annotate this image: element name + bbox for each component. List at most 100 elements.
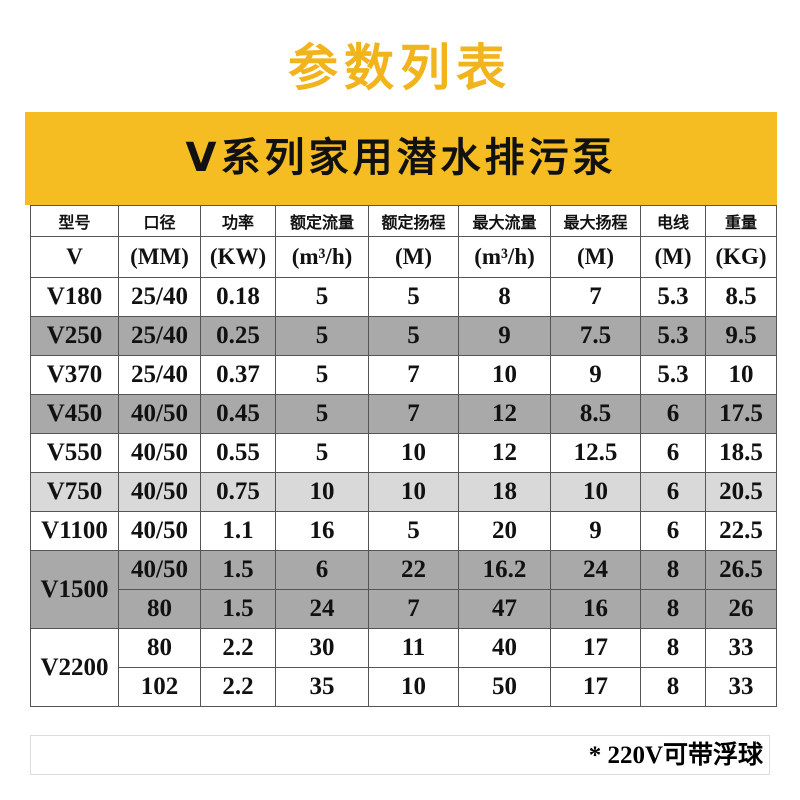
data-cell: 18 — [458, 472, 551, 512]
data-row: 102 2.2 35 10 50 17 8 33 — [31, 667, 777, 707]
data-cell: 5 — [275, 316, 369, 356]
data-cell: 5 — [275, 277, 369, 317]
data-row: V180 25/40 0.18 5 5 8 7 5.3 8.5 — [30, 277, 777, 317]
data-cell: 8 — [640, 589, 706, 629]
data-cell: 9.5 — [705, 316, 777, 356]
banner: V系列家用潜水排污泵 — [25, 112, 777, 205]
data-cell: 0.45 — [200, 394, 276, 434]
data-row: 80 1.5 24 7 47 16 8 26 — [31, 589, 777, 629]
data-cell: 8.5 — [705, 277, 777, 317]
data-cell: 0.37 — [200, 355, 276, 395]
data-cell: 33 — [705, 667, 777, 707]
data-cell: 9 — [550, 511, 641, 551]
unit-cell: (KW) — [200, 236, 276, 278]
data-row: V450 40/50 0.45 5 7 12 8.5 6 17.5 — [30, 394, 777, 434]
footnote: * 220V可带浮球 — [30, 735, 770, 775]
data-cell: 8.5 — [550, 394, 641, 434]
data-cell: 35 — [275, 667, 369, 707]
data-cell: 25/40 — [118, 355, 201, 395]
data-cell: 40/50 — [118, 550, 201, 590]
model-cell: V250 — [30, 316, 119, 356]
spec-table: 型号 口径 功率 额定流量 额定扬程 最大流量 最大扬程 电线 重量 V (MM) (KW) (m³/h… — [30, 205, 777, 707]
data-row: V2200 80 2.2 30 11 40 17 8 33 — [30, 628, 777, 707]
data-cell: 6 — [640, 511, 706, 551]
data-cell: 20.5 — [705, 472, 777, 512]
data-cell: 17 — [550, 667, 641, 707]
data-cell: 10 — [458, 355, 551, 395]
model-cell: V1100 — [30, 511, 119, 551]
data-cell: 22.5 — [705, 511, 777, 551]
data-cell: 40/50 — [118, 433, 201, 473]
header-cell: 口径 — [118, 205, 201, 237]
unit-cell: (M) — [640, 236, 706, 278]
data-cell: 40/50 — [118, 472, 201, 512]
data-cell: 8 — [640, 550, 706, 590]
data-cell: 7 — [368, 355, 459, 395]
data-cell: 17.5 — [705, 394, 777, 434]
data-cell: 40 — [458, 628, 551, 668]
data-cell: 0.25 — [200, 316, 276, 356]
data-row: V550 40/50 0.55 5 10 12 12.5 6 18.5 — [30, 433, 777, 473]
data-cell: 5 — [368, 511, 459, 551]
data-cell: 24 — [550, 550, 641, 590]
data-row: V370 25/40 0.37 5 7 10 9 5.3 10 — [30, 355, 777, 395]
data-cell: 11 — [368, 628, 459, 668]
data-row: V750 40/50 0.75 10 10 18 10 6 20.5 — [30, 472, 777, 512]
model-cell: V370 — [30, 355, 119, 395]
data-cell: 22 — [368, 550, 459, 590]
data-cell: 12 — [458, 394, 551, 434]
unit-cell: (m³/h) — [458, 236, 551, 278]
data-cell: 16.2 — [458, 550, 551, 590]
header-cell: 最大扬程 — [550, 205, 641, 237]
data-cell: 7 — [550, 277, 641, 317]
data-cell: 8 — [640, 628, 706, 668]
model-cell: V550 — [30, 433, 119, 473]
data-cell: 8 — [458, 277, 551, 317]
data-cell: 1.5 — [200, 589, 276, 629]
data-cell: 16 — [275, 511, 369, 551]
data-cell: 10 — [275, 472, 369, 512]
data-cell: 0.55 — [200, 433, 276, 473]
data-cell: 9 — [458, 316, 551, 356]
data-cell: 5 — [275, 433, 369, 473]
unit-cell: (M) — [368, 236, 459, 278]
data-cell: 6 — [640, 394, 706, 434]
data-cell: 6 — [640, 433, 706, 473]
header-cell: 额定扬程 — [368, 205, 459, 237]
data-cell: 5 — [275, 355, 369, 395]
model-cell: V1500 — [30, 550, 119, 629]
data-cell: 1.1 — [200, 511, 276, 551]
data-cell: 40/50 — [118, 394, 201, 434]
data-cell: 24 — [275, 589, 369, 629]
data-cell: 47 — [458, 589, 551, 629]
data-cell: 26 — [705, 589, 777, 629]
data-cell: 10 — [368, 433, 459, 473]
data-row: V1500 40/50 1.5 6 22 16.2 24 8 26.5 — [30, 550, 777, 629]
data-cell: 9 — [550, 355, 641, 395]
data-cell: 7 — [368, 394, 459, 434]
data-cell: 5 — [368, 316, 459, 356]
data-cell: 8 — [640, 667, 706, 707]
data-cell: 2.2 — [200, 667, 276, 707]
data-cell: 0.18 — [200, 277, 276, 317]
model-cell: V450 — [30, 394, 119, 434]
data-cell: 7 — [368, 589, 459, 629]
data-cell: 10 — [550, 472, 641, 512]
data-cell: 12 — [458, 433, 551, 473]
data-cell: 5 — [275, 394, 369, 434]
data-cell: 26.5 — [705, 550, 777, 590]
data-cell: 16 — [550, 589, 641, 629]
header-cell: 功率 — [200, 205, 276, 237]
model-cell: V750 — [30, 472, 119, 512]
data-cell: 6 — [640, 472, 706, 512]
data-cell: 40/50 — [118, 511, 201, 551]
data-cell: 1.5 — [200, 550, 276, 590]
data-cell: 30 — [275, 628, 369, 668]
model-cell: V2200 — [30, 628, 119, 707]
unit-cell: V — [30, 236, 119, 278]
data-row: V250 25/40 0.25 5 5 9 7.5 5.3 9.5 — [30, 316, 777, 356]
data-cell: 50 — [458, 667, 551, 707]
model-cell: V180 — [30, 277, 119, 317]
data-cell: 80 — [118, 589, 201, 629]
